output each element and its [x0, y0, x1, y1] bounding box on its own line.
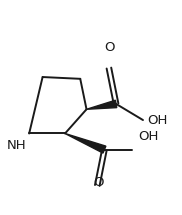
Text: OH: OH [138, 130, 159, 143]
Polygon shape [65, 134, 106, 153]
Text: O: O [93, 176, 103, 189]
Polygon shape [86, 100, 117, 109]
Text: O: O [105, 41, 115, 54]
Text: NH: NH [7, 139, 26, 152]
Text: OH: OH [147, 114, 167, 127]
